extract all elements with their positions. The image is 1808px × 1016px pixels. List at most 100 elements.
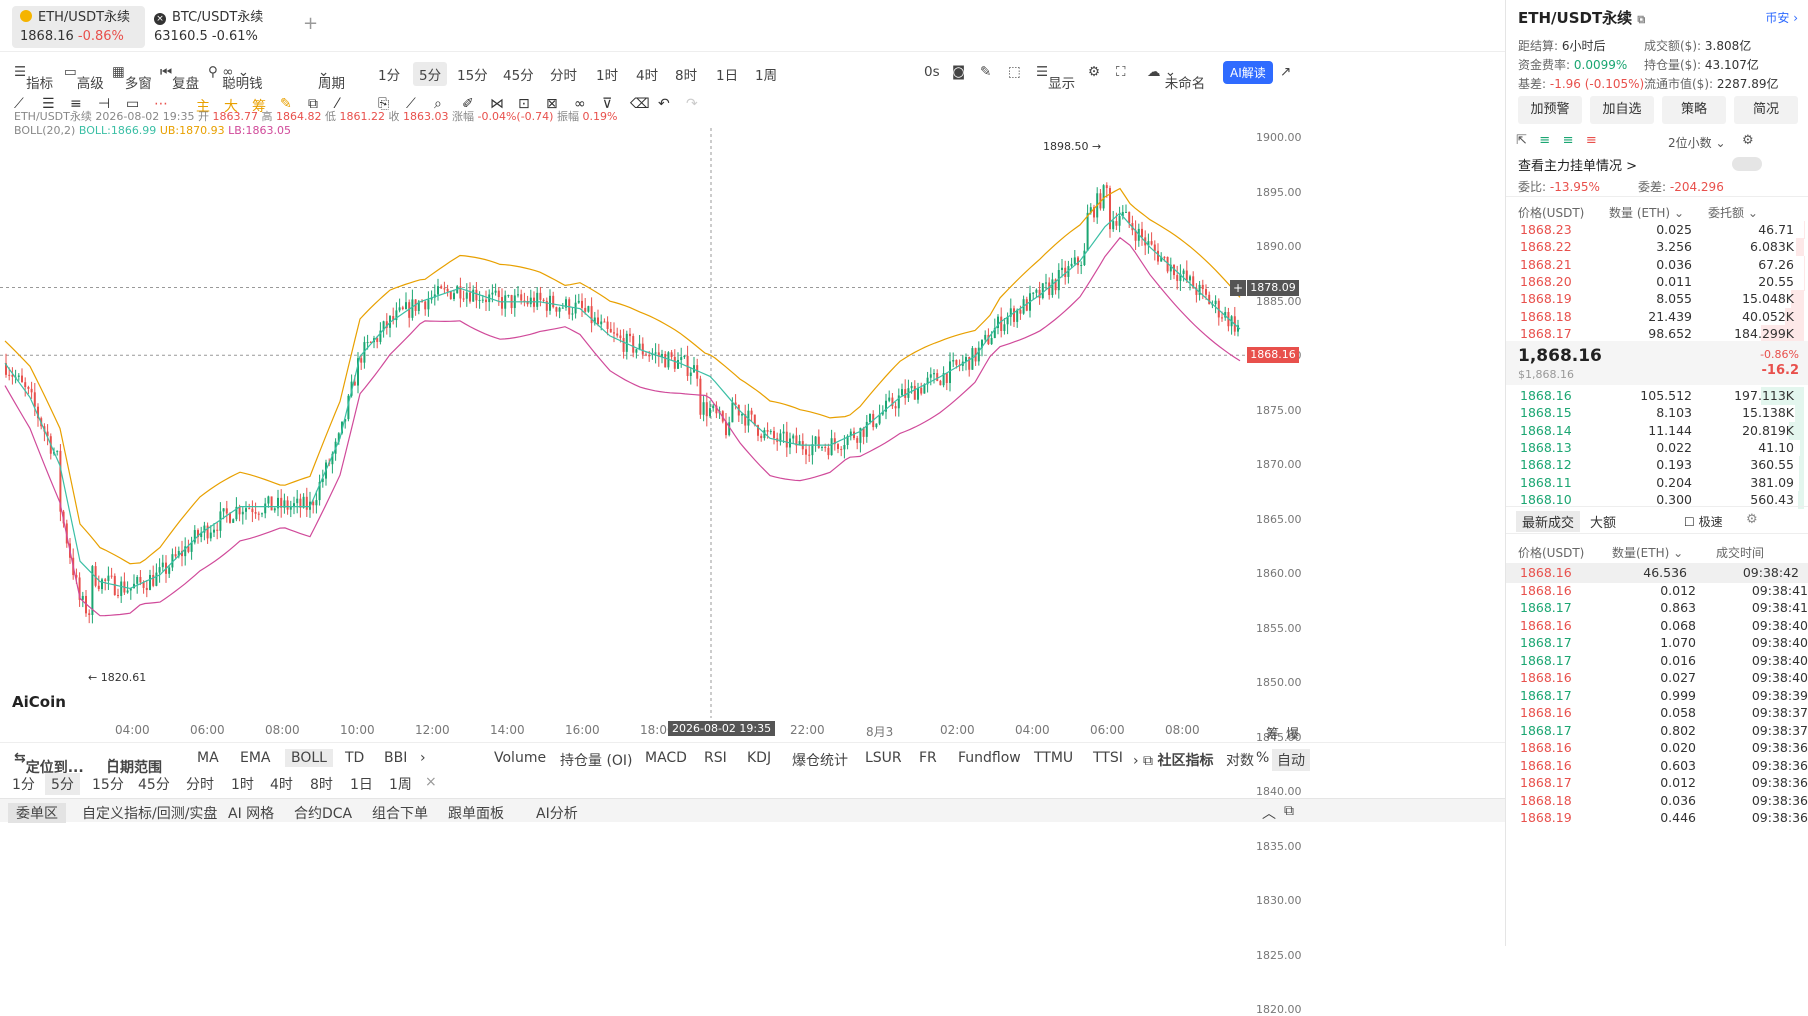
candle-body — [1154, 245, 1156, 251]
decimals-dropdown[interactable]: 2位小数 ⌄ — [1668, 134, 1726, 151]
range-8h[interactable]: 8时 — [310, 774, 333, 794]
sub-lsur[interactable]: LSUR — [865, 750, 902, 766]
chip-toggle[interactable]: 筹 — [1266, 723, 1279, 742]
panel-dca[interactable]: 合约DCA — [294, 803, 352, 823]
fullscreen-icon[interactable]: ⛶ — [1116, 64, 1125, 80]
sub-fundflow[interactable]: Fundflow — [958, 750, 1021, 766]
ind-boll[interactable]: BOLL — [285, 749, 333, 767]
delete-tool-icon[interactable]: ⌫ — [630, 96, 650, 112]
trade-price: 1868.17 — [1520, 653, 1572, 668]
sub-liquidation[interactable]: 爆仓统计 — [792, 750, 848, 770]
tr-qty-header[interactable]: 数量(ETH) ⌄ — [1612, 544, 1683, 561]
pen-icon[interactable]: ✎ — [980, 64, 991, 80]
tf-1d[interactable]: 1日 — [716, 64, 738, 84]
tab-eth[interactable]: ETH/USDT永续 1868.16 -0.86% — [12, 6, 145, 48]
ob-view-icons[interactable]: ⇱ ≡ ≡ ≡ — [1516, 133, 1597, 148]
tab-large-trades[interactable]: 大额 — [1590, 512, 1616, 531]
percent-toggle[interactable]: % — [1256, 750, 1269, 766]
range-1d[interactable]: 1日 — [350, 774, 373, 794]
strategy-button[interactable]: 策略 — [1662, 96, 1726, 124]
tf-timeline[interactable]: 分时 — [550, 64, 577, 84]
camera-icon[interactable]: ◙ — [952, 64, 965, 80]
range-1w[interactable]: 1周 — [389, 774, 412, 794]
range-45m[interactable]: 45分 — [138, 774, 170, 794]
fast-mode-checkbox[interactable]: ☐ 极速 — [1684, 513, 1723, 530]
range-5m[interactable]: 5分 — [45, 773, 80, 795]
exchange-link[interactable]: 币安 › — [1765, 9, 1798, 26]
tab-latest-trades[interactable]: 最新成交 — [1516, 511, 1580, 532]
range-close-icon[interactable]: × — [425, 774, 437, 790]
ind-bbi[interactable]: BBI — [384, 750, 407, 766]
tf-5m[interactable]: 5分 — [413, 62, 447, 86]
ind-td[interactable]: TD — [345, 750, 364, 766]
sub-ttsi[interactable]: TTSI — [1093, 750, 1123, 766]
range-1h[interactable]: 1时 — [231, 774, 254, 794]
tf-1m[interactable]: 1分 — [378, 64, 400, 84]
date-range-dropdown[interactable]: 日期范围 ⌄ — [106, 750, 118, 766]
range-4h[interactable]: 4时 — [270, 774, 293, 794]
add-alert-button[interactable]: 加预警 — [1518, 96, 1582, 124]
multi-window-button[interactable]: ▦ 多窗 — [112, 64, 125, 80]
locate-button[interactable]: ⇆ 定位到... — [14, 750, 26, 766]
bid-qty: 0.300 — [1656, 492, 1692, 507]
add-watchlist-button[interactable]: 加自选 — [1590, 96, 1654, 124]
tf-4h[interactable]: 4时 — [636, 64, 658, 84]
trade-settings-icon[interactable]: ⚙ — [1746, 512, 1758, 527]
layout-dropdown[interactable]: ☁ 未命名 ⌄ — [1147, 64, 1176, 80]
range-timeline[interactable]: 分时 — [186, 774, 214, 794]
tf-8h[interactable]: 8时 — [675, 64, 697, 84]
advanced-button[interactable]: ▭ 高级 — [64, 64, 77, 80]
collapse-icon[interactable]: ︿ — [1262, 803, 1276, 823]
sub-rsi[interactable]: RSI — [704, 750, 727, 766]
expand-icon[interactable]: ⬚ — [1008, 64, 1021, 80]
tf-1h[interactable]: 1时 — [596, 64, 618, 84]
add-tab-button[interactable]: + — [303, 13, 318, 34]
range-1m[interactable]: 1分 — [12, 774, 35, 794]
close-icon[interactable]: × — [154, 13, 166, 25]
smart-money-button[interactable]: ⚲ 聪明钱 ∞ ⌄ — [208, 64, 249, 80]
panel-orders[interactable]: 委单区 — [8, 803, 66, 823]
candle-body — [805, 449, 807, 454]
panel-copy-trade[interactable]: 跟单面板 — [448, 803, 504, 823]
sub-macd[interactable]: MACD — [645, 750, 687, 766]
ob-settings-icon[interactable]: ⚙ — [1742, 133, 1754, 148]
big-orders-link[interactable]: 查看主力挂单情况 > — [1518, 155, 1637, 174]
period-dropdown[interactable]: 周期 ⌄ — [318, 64, 329, 80]
trade-row[interactable]: 1868.19 0.446 09:38:36 — [1520, 808, 1804, 828]
panel-ai-analysis[interactable]: AI分析 — [536, 803, 578, 823]
sub-fr[interactable]: FR — [919, 750, 937, 766]
add-alert-icon[interactable]: + — [1230, 280, 1246, 296]
community-indicators[interactable]: › ⧉ 社区指标 — [1133, 750, 1214, 770]
sub-volume[interactable]: Volume — [494, 750, 546, 766]
sub-ttmu[interactable]: TTMU — [1034, 750, 1073, 766]
display-button[interactable]: ☰ 显示 — [1036, 64, 1048, 80]
popout-icon[interactable]: ⧉ — [1284, 803, 1294, 819]
sub-oi[interactable]: 持仓量 (OI) — [560, 750, 633, 770]
ind-ema[interactable]: EMA — [240, 750, 271, 766]
panel-combo-order[interactable]: 组合下单 — [372, 803, 428, 823]
more-arrow-icon[interactable]: › — [420, 750, 426, 766]
tab-btc[interactable]: ×BTC/USDT永续 63160.5 -0.61% — [146, 6, 296, 48]
panel-custom-indicators[interactable]: 自定义指标/回测/实盘 — [82, 803, 217, 823]
tf-15m[interactable]: 15分 — [457, 64, 488, 84]
ind-ma[interactable]: MA — [197, 750, 219, 766]
ob-qty-header[interactable]: 数量 (ETH) ⌄ — [1609, 204, 1684, 221]
log-toggle[interactable]: 对数 — [1226, 750, 1254, 770]
undo-icon[interactable]: ↶ — [658, 96, 670, 112]
tf-45m[interactable]: 45分 — [503, 64, 534, 84]
share-icon[interactable]: ↗ — [1280, 64, 1291, 80]
range-15m[interactable]: 15分 — [92, 774, 124, 794]
tf-1w[interactable]: 1周 — [755, 64, 777, 84]
liquidation-toggle[interactable]: 爆 — [1286, 723, 1299, 742]
overview-button[interactable]: 简况 — [1734, 96, 1798, 124]
replay-button[interactable]: ⏮ 复盘 — [160, 64, 172, 80]
big-orders-toggle[interactable] — [1732, 157, 1762, 171]
redo-icon[interactable]: ↷ — [686, 96, 698, 112]
sub-kdj[interactable]: KDJ — [747, 750, 771, 766]
settings-icon[interactable]: ⚙ — [1088, 64, 1100, 80]
indicators-button[interactable]: ☰ 指标 — [14, 64, 26, 80]
candle-body — [306, 497, 308, 510]
panel-ai-grid[interactable]: AI 网格 — [228, 803, 274, 823]
ai-interpret-button[interactable]: AI解读 — [1223, 61, 1273, 84]
ob-amount-header[interactable]: 委托额 ⌄ — [1708, 204, 1758, 221]
